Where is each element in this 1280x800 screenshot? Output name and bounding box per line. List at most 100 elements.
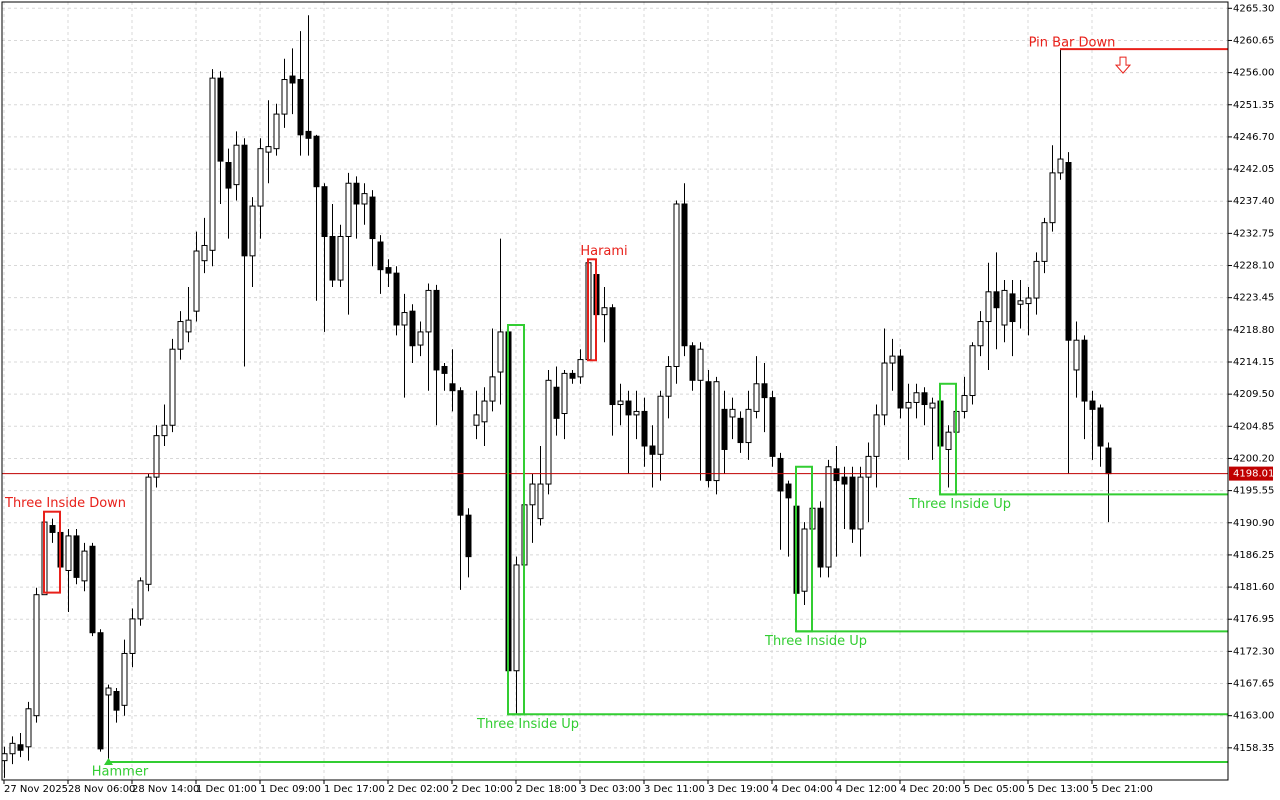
- x-tick-label: 2 Dec 18:00: [516, 784, 577, 795]
- candle-body: [185, 319, 192, 333]
- x-tick-label: 5 Dec 21:00: [1092, 784, 1153, 795]
- y-tick-label: 4256.00: [1233, 68, 1274, 79]
- candle-body: [97, 632, 104, 750]
- candle-body: [905, 401, 912, 409]
- candle-body: [697, 348, 704, 381]
- candle-body: [1, 753, 8, 762]
- y-tick-label: 4246.70: [1233, 132, 1274, 143]
- candle-body: [1073, 339, 1080, 371]
- candle-body: [553, 386, 560, 419]
- y-tick-label: 4242.05: [1233, 164, 1274, 175]
- x-tick-label: 28 Nov 14:00: [132, 784, 199, 795]
- candle-body: [537, 483, 544, 520]
- candle-body: [361, 193, 368, 205]
- candle-body: [393, 272, 400, 326]
- candle-body: [201, 244, 208, 262]
- candle-body: [369, 196, 376, 240]
- candle-body: [473, 414, 480, 426]
- candle-body: [897, 355, 904, 409]
- candle-body: [489, 376, 496, 402]
- y-tick-label: 4228.10: [1233, 261, 1274, 272]
- candle-body: [1001, 289, 1008, 326]
- candle-body: [577, 359, 584, 378]
- y-tick-label: 4163.00: [1233, 711, 1274, 722]
- candle-body: [721, 408, 728, 450]
- candle-body: [1057, 158, 1064, 174]
- candle-body: [857, 476, 864, 530]
- y-tick-label: 4209.50: [1233, 389, 1274, 400]
- candle-body: [761, 383, 768, 399]
- candle-body: [745, 408, 752, 444]
- candle-body: [777, 457, 784, 492]
- candle-body: [313, 135, 320, 188]
- x-tick-label: 2 Dec 10:00: [452, 784, 513, 795]
- pattern-box: [43, 510, 61, 594]
- candle-body: [569, 372, 576, 379]
- candle-body: [81, 550, 88, 582]
- candle-body: [617, 400, 624, 406]
- candle-body: [409, 310, 416, 347]
- pattern-label: Three Inside Up: [476, 717, 579, 732]
- candle-body: [825, 466, 832, 568]
- candle-body: [433, 289, 440, 371]
- candle-body: [889, 355, 896, 364]
- candle-body: [561, 372, 568, 415]
- y-tick-label: 4204.85: [1233, 421, 1274, 432]
- y-tick-label: 4181.60: [1233, 582, 1274, 593]
- pattern-label: Three Inside Up: [764, 634, 867, 649]
- pattern-arrow: [1114, 56, 1132, 74]
- candle-body: [657, 395, 664, 455]
- candle-body: [273, 113, 280, 150]
- candle-body: [33, 594, 40, 717]
- candle-body: [817, 507, 824, 568]
- candle-body: [913, 392, 920, 403]
- candle-body: [1017, 300, 1024, 305]
- y-tick-label: 4232.75: [1233, 228, 1274, 239]
- candle-body: [345, 182, 352, 237]
- candle-body: [17, 744, 24, 751]
- pattern-box: [587, 258, 597, 362]
- x-tick-label: 3 Dec 03:00: [580, 784, 641, 795]
- y-tick-label: 4176.95: [1233, 614, 1274, 625]
- y-tick-label: 4200.20: [1233, 453, 1274, 464]
- candle-body: [281, 79, 288, 115]
- y-tick-label: 4214.15: [1233, 357, 1274, 368]
- candle-body: [705, 381, 712, 482]
- pattern-label: Pin Bar Down: [1029, 36, 1116, 51]
- candle-body: [89, 545, 96, 634]
- candle-body: [1089, 400, 1096, 410]
- candle-body: [601, 307, 608, 316]
- y-tick-label: 4251.35: [1233, 100, 1274, 111]
- candle-body: [249, 205, 256, 257]
- x-tick-label: 3 Dec 11:00: [644, 784, 705, 795]
- candle-body: [121, 652, 128, 706]
- candle-body: [305, 130, 312, 139]
- candle-body: [297, 79, 304, 136]
- candle-body: [737, 417, 744, 444]
- candle-body: [25, 708, 32, 748]
- y-tick-label: 4218.80: [1233, 325, 1274, 336]
- candle-body: [1033, 260, 1040, 299]
- candle-body: [961, 395, 968, 412]
- x-tick-label: 5 Dec 05:00: [964, 784, 1025, 795]
- candle-body: [873, 414, 880, 457]
- candle-body: [513, 564, 520, 672]
- candle-body: [225, 162, 232, 189]
- candle-body: [1097, 407, 1104, 447]
- candle-body: [1065, 162, 1072, 341]
- candle-body: [497, 331, 504, 373]
- candle-body: [673, 203, 680, 367]
- pattern-label: Hammer: [92, 765, 149, 780]
- candle-body: [137, 580, 144, 620]
- candle-body: [841, 476, 848, 485]
- pattern-label: Three Inside Down: [4, 496, 126, 511]
- candle-body: [833, 468, 840, 482]
- candle-body: [153, 435, 160, 478]
- candle-body: [801, 528, 808, 592]
- candle-body: [921, 392, 928, 406]
- x-tick-label: 1 Dec 09:00: [260, 784, 321, 795]
- x-tick-label: 2 Dec 02:00: [388, 784, 449, 795]
- candle-body: [129, 618, 136, 654]
- candles: [1, 15, 1112, 778]
